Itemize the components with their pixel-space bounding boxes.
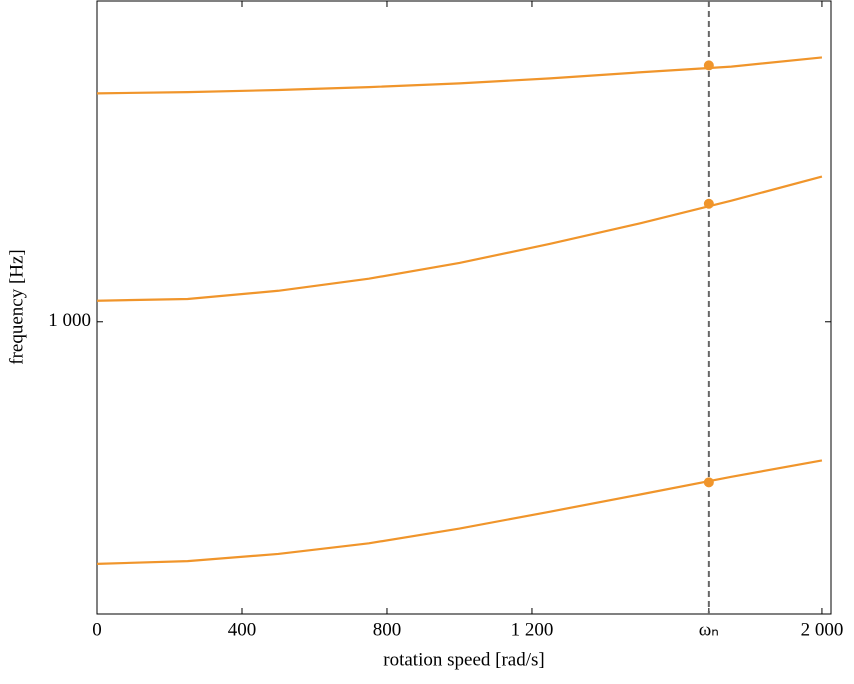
plot-frame bbox=[96, 0, 832, 615]
x-tick-label: 2 000 bbox=[801, 619, 844, 640]
line-series bbox=[96, 56, 823, 95]
y-axis-label: frequency [Hz] bbox=[6, 249, 27, 365]
x-axis-label: rotation speed [rad/s] bbox=[383, 649, 544, 670]
line-series bbox=[96, 459, 823, 565]
x-tick-label: ωₙ bbox=[699, 619, 719, 640]
marker bbox=[703, 198, 714, 209]
x-tick-label: 800 bbox=[373, 619, 402, 640]
line-series bbox=[96, 175, 823, 302]
marker bbox=[703, 60, 714, 71]
marker bbox=[703, 477, 714, 488]
x-tick-label: 400 bbox=[228, 619, 257, 640]
x-tick-label: 1 200 bbox=[511, 619, 554, 640]
x-tick-label: 0 bbox=[92, 619, 102, 640]
y-tick-label: 1 000 bbox=[48, 310, 91, 331]
